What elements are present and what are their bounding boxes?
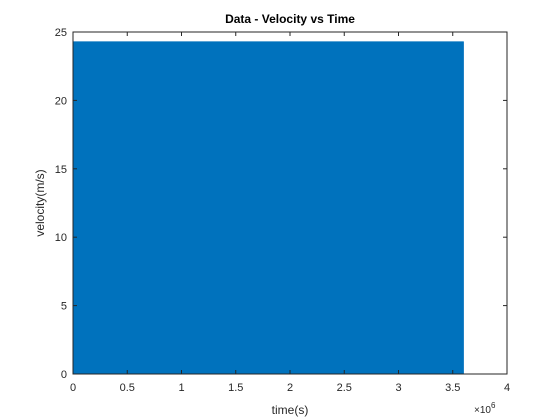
x-tick-label: 4 (504, 382, 510, 394)
multiplier-exponent: 6 (491, 401, 496, 410)
y-tick-label: 20 (55, 95, 67, 107)
y-tick-label: 25 (55, 27, 67, 39)
x-tick-label: 3.5 (445, 382, 460, 394)
y-tick-label: 15 (55, 164, 67, 176)
multiplier-symbol: × (474, 405, 480, 416)
x-tick-label: 2 (287, 382, 293, 394)
y-axis: 0 5 10 15 20 25 (55, 27, 507, 381)
area-series-0 (72, 41, 464, 375)
x-tick-label: 1.5 (228, 382, 243, 394)
x-tick-label: 2.5 (337, 382, 352, 394)
x-axis-label: time(s) (272, 403, 309, 417)
x-axis: 0 0.5 1 1.5 2 2.5 3 3.5 4 (70, 32, 510, 394)
y-axis-label: velocity(m/s) (33, 169, 47, 236)
y-tick-label: 0 (61, 369, 67, 381)
x-tick-label: 0.5 (120, 382, 135, 394)
x-tick-label: 0 (70, 382, 76, 394)
plot-layer (72, 41, 464, 375)
multiplier-base: 10 (480, 405, 492, 416)
y-tick-label: 10 (55, 232, 67, 244)
y-tick-label: 5 (61, 301, 67, 313)
x-axis-multiplier: ×106 (474, 401, 496, 416)
chart-title: Data - Velocity vs Time (225, 12, 355, 26)
x-tick-label: 1 (178, 382, 184, 394)
x-tick-label: 3 (395, 382, 401, 394)
